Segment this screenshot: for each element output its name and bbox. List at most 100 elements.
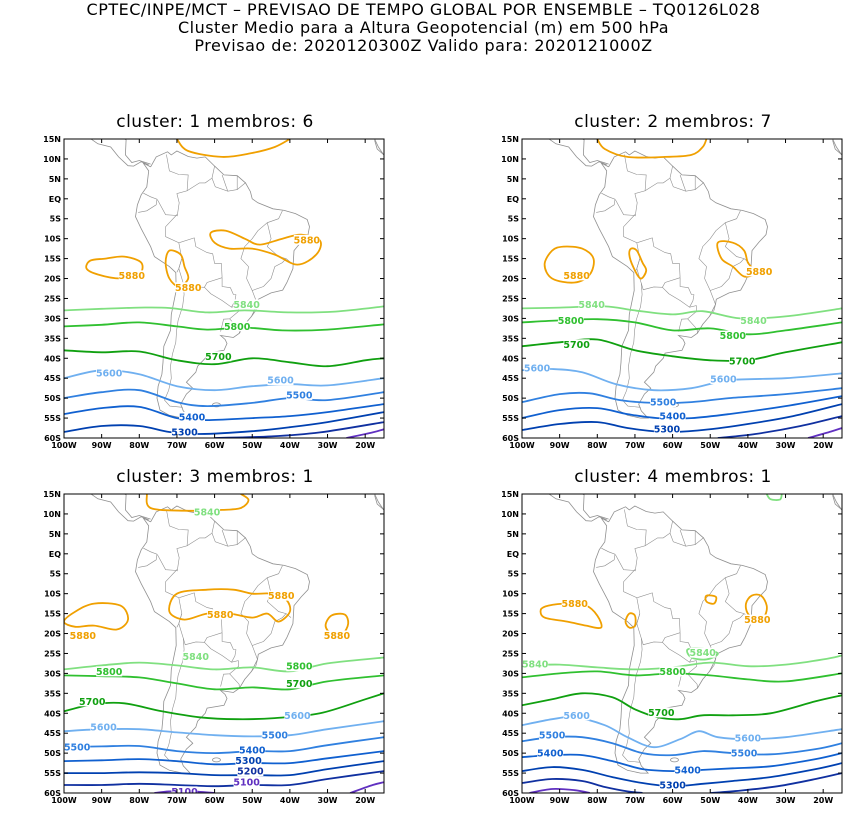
lon-tick-label: 50W bbox=[700, 796, 720, 805]
contour-line-5100 bbox=[349, 781, 384, 793]
lon-tick-label: 50W bbox=[242, 796, 262, 805]
contour-loop-5880 bbox=[209, 229, 322, 266]
falklands-island bbox=[212, 757, 221, 763]
lat-tick-label: 50S bbox=[44, 749, 61, 758]
central-america-coastline bbox=[581, 494, 609, 520]
contour-label-bg bbox=[650, 397, 677, 408]
contour-line-5300 bbox=[64, 760, 384, 777]
contour-label-bg bbox=[648, 707, 675, 718]
country-border bbox=[687, 673, 698, 689]
contour-label-bg bbox=[293, 234, 320, 245]
central-america-coastline bbox=[123, 139, 151, 165]
country-border bbox=[698, 565, 741, 660]
country-border bbox=[615, 554, 636, 571]
country-border bbox=[251, 659, 258, 672]
contour-label: 5400 bbox=[659, 412, 686, 423]
contour-label: 5100 bbox=[233, 777, 260, 788]
lon-tick-label: 60W bbox=[205, 796, 225, 805]
panel-title: cluster: 4 membros: 1 bbox=[574, 467, 772, 487]
contour-label: 5500 bbox=[539, 731, 566, 742]
lat-tick-label: 35S bbox=[44, 334, 61, 343]
country-border bbox=[240, 565, 283, 660]
africa-coastline bbox=[832, 495, 842, 536]
lon-tick-label: 30W bbox=[318, 796, 338, 805]
central-america-coastline bbox=[548, 494, 607, 522]
country-border bbox=[164, 283, 185, 408]
lat-tick-label: 5N bbox=[49, 175, 61, 184]
contour-label-bg bbox=[522, 659, 549, 670]
lat-tick-label: 15N bbox=[501, 490, 519, 499]
country-border bbox=[266, 222, 292, 263]
lat-tick-label: 60S bbox=[502, 789, 519, 798]
cluster-panel-4: cluster: 4 membros: 1 5880 5880 5840 5840 58… bbox=[478, 467, 847, 807]
contour-label-bg bbox=[719, 330, 746, 341]
country-border bbox=[644, 166, 673, 192]
contour-label-layer: 5880 5880 5880 5840 5800 5700 5600 5600 5500 5400… bbox=[96, 234, 320, 438]
contour-label-bg bbox=[79, 696, 106, 707]
lon-tick-label: 90W bbox=[92, 441, 112, 450]
contour-label: 5800 bbox=[224, 322, 251, 333]
lat-tick-label: 45S bbox=[502, 729, 519, 738]
lat-tick-label: 15N bbox=[43, 135, 61, 144]
contour-label: 5840 bbox=[194, 507, 221, 518]
lon-tick-label: 60W bbox=[663, 441, 683, 450]
contour-label-bg bbox=[284, 710, 311, 721]
contour-label: 5800 bbox=[720, 331, 747, 342]
plot-frame bbox=[63, 493, 385, 794]
contour-line-5300 bbox=[64, 411, 384, 435]
lon-tick-label: 40W bbox=[738, 796, 758, 805]
country-border bbox=[186, 521, 215, 547]
contour-label-bg bbox=[90, 722, 117, 733]
africa-coastline bbox=[374, 495, 384, 536]
contour-label: 5840 bbox=[522, 660, 549, 671]
lon-tick-label: 80W bbox=[129, 796, 149, 805]
contour-label: 5500 bbox=[650, 398, 677, 409]
contour-label-bg bbox=[237, 766, 264, 777]
country-border bbox=[669, 532, 704, 547]
contour-line-5400 bbox=[64, 403, 384, 422]
lat-tick-label: 5N bbox=[49, 530, 61, 539]
contour-label: 5880 bbox=[746, 267, 773, 278]
contour-label: 5700 bbox=[729, 357, 756, 368]
country-border bbox=[637, 237, 681, 278]
country-border bbox=[679, 529, 687, 547]
contour-label-bg bbox=[323, 630, 350, 641]
lat-tick-label: 10N bbox=[501, 510, 519, 519]
lat-tick-label: EQ bbox=[49, 550, 61, 559]
lon-tick-label: 60W bbox=[663, 796, 683, 805]
country-border bbox=[636, 613, 681, 646]
lat-tick-label: 20S bbox=[502, 630, 519, 639]
contour-line-5200 bbox=[717, 415, 842, 438]
lon-tick-label: 90W bbox=[550, 796, 570, 805]
contour-label: 5880 bbox=[744, 615, 771, 626]
country-border bbox=[178, 613, 223, 646]
africa-coastline bbox=[374, 494, 384, 511]
contour-label-bg bbox=[563, 339, 590, 350]
contour-label: 5500 bbox=[64, 743, 91, 754]
contour-label: 5840 bbox=[578, 300, 605, 311]
lon-tick-label: 20W bbox=[355, 796, 375, 805]
lat-tick-label: 25S bbox=[44, 294, 61, 303]
lat-tick-label: 55S bbox=[44, 769, 61, 778]
contour-label-bg bbox=[233, 299, 260, 310]
contour-label: 5400 bbox=[537, 749, 564, 760]
central-america-coastline bbox=[90, 139, 149, 167]
lat-tick-label: 60S bbox=[44, 789, 61, 798]
lon-tick-label: 20W bbox=[355, 441, 375, 450]
contour-label-bg bbox=[179, 411, 205, 422]
lat-tick-label: 60S bbox=[44, 434, 61, 443]
contour-label: 5500 bbox=[731, 749, 758, 760]
country-border bbox=[709, 304, 716, 317]
lon-tick-label: 80W bbox=[129, 441, 149, 450]
africa-coastline bbox=[832, 140, 842, 181]
contour-label-bg bbox=[233, 776, 260, 787]
lon-tick-label: 50W bbox=[242, 441, 262, 450]
contour-label-bg bbox=[740, 315, 767, 326]
contour-label-bg bbox=[659, 411, 686, 422]
africa-coastline bbox=[374, 140, 384, 181]
contour-label: 5880 bbox=[207, 610, 234, 621]
lat-tick-label: 45S bbox=[44, 374, 61, 383]
contour-label-bg bbox=[539, 730, 566, 741]
africa-coastline bbox=[832, 494, 842, 511]
contour-label-bg bbox=[653, 424, 680, 435]
